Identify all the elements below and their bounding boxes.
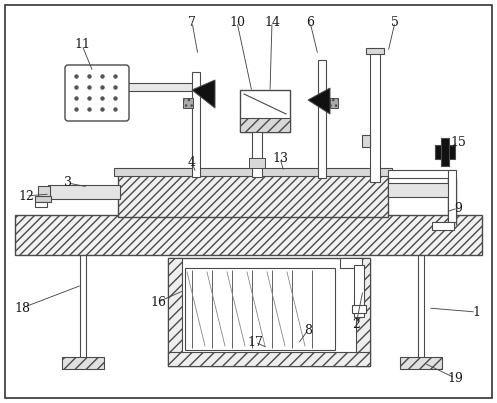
Text: 10: 10: [229, 15, 245, 29]
Text: 4: 4: [188, 156, 196, 170]
Bar: [192, 72, 200, 177]
Bar: [185, 268, 335, 350]
Bar: [168, 258, 370, 366]
Bar: [249, 158, 265, 168]
Text: 16: 16: [150, 295, 166, 309]
Text: 2: 2: [352, 318, 360, 332]
Text: 17: 17: [247, 336, 263, 349]
Bar: [388, 170, 455, 178]
Bar: [118, 175, 388, 217]
Text: 5: 5: [391, 15, 399, 29]
Bar: [35, 196, 51, 202]
Bar: [125, 83, 193, 91]
Bar: [38, 186, 50, 198]
Text: 13: 13: [272, 152, 288, 164]
Bar: [318, 60, 326, 178]
Text: 8: 8: [304, 324, 312, 337]
Text: 11: 11: [74, 39, 90, 52]
Bar: [183, 98, 193, 108]
Bar: [62, 357, 104, 369]
Bar: [366, 48, 384, 54]
Bar: [252, 132, 262, 177]
Bar: [352, 305, 366, 313]
Polygon shape: [192, 80, 215, 108]
Bar: [330, 98, 338, 108]
Bar: [362, 135, 370, 147]
Text: 6: 6: [306, 15, 314, 29]
Bar: [388, 183, 453, 197]
Bar: [240, 90, 290, 132]
Bar: [15, 215, 482, 255]
Bar: [35, 202, 47, 207]
Text: 14: 14: [264, 15, 280, 29]
Bar: [168, 352, 370, 366]
Text: 18: 18: [14, 301, 30, 314]
Text: 19: 19: [447, 372, 463, 384]
Text: 12: 12: [18, 189, 34, 202]
Bar: [400, 357, 442, 369]
Bar: [356, 258, 370, 366]
Bar: [240, 118, 290, 132]
Text: 1: 1: [472, 305, 480, 318]
Text: 3: 3: [64, 177, 72, 189]
Bar: [354, 265, 364, 317]
Bar: [441, 138, 449, 166]
Bar: [168, 258, 182, 366]
Bar: [48, 185, 120, 199]
Bar: [448, 170, 456, 222]
Bar: [340, 258, 362, 268]
Bar: [370, 52, 380, 182]
Text: 7: 7: [188, 15, 196, 29]
Bar: [432, 222, 454, 230]
Text: 9: 9: [454, 202, 462, 214]
Polygon shape: [308, 88, 330, 114]
Bar: [435, 145, 455, 159]
FancyBboxPatch shape: [65, 65, 129, 121]
Bar: [114, 168, 392, 176]
Text: 15: 15: [450, 135, 466, 148]
